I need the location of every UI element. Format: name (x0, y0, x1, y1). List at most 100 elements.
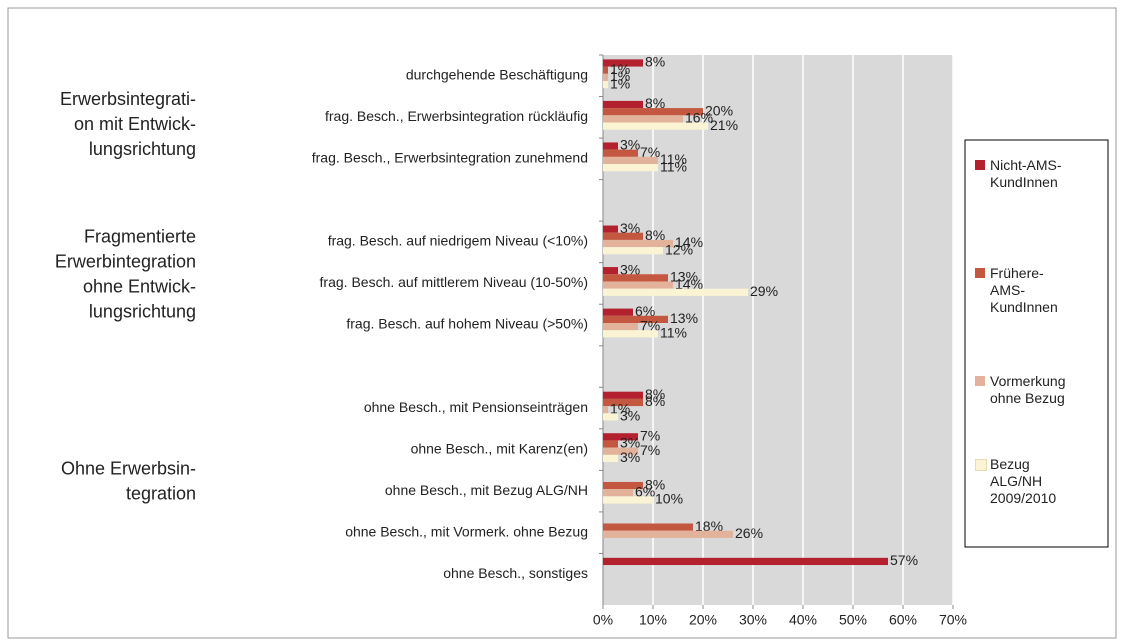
bar (603, 73, 608, 81)
bar (603, 122, 708, 130)
value-label: 7% (640, 144, 660, 160)
value-label: 11% (660, 151, 687, 167)
value-label: 7% (640, 442, 660, 458)
value-label: 1% (610, 75, 630, 91)
bar (603, 489, 633, 497)
x-tick-label: 0% (593, 612, 613, 628)
value-label: 8% (645, 95, 665, 111)
bar (603, 66, 608, 74)
y-tick-label: frag. Besch. auf mittlerem Niveau (10-50… (320, 274, 588, 290)
bar (603, 247, 663, 255)
value-label: 16% (685, 110, 713, 126)
y-tick-label: ohne Besch., sonstiges (443, 565, 588, 581)
bar (603, 239, 673, 248)
group-label: on mit Entwick- (74, 114, 196, 134)
bar (603, 440, 618, 448)
legend-box (964, 139, 1109, 548)
value-label: 8% (645, 386, 665, 402)
x-tick-label: 20% (689, 612, 717, 628)
value-label: 7% (640, 317, 660, 333)
bar (603, 149, 638, 157)
value-label: 10% (655, 491, 683, 507)
value-label: 8% (645, 393, 665, 409)
bar (603, 481, 643, 490)
bar (603, 142, 618, 150)
value-label: 14% (675, 234, 703, 250)
value-label: 26% (735, 525, 763, 541)
value-label: 13% (670, 310, 698, 326)
value-label: 13% (670, 269, 698, 285)
group-label: Erwerbsintegrati- (60, 89, 196, 109)
bar (603, 59, 643, 67)
bar (603, 225, 618, 233)
bar (603, 308, 633, 316)
value-label: 3% (620, 137, 640, 153)
bar (603, 156, 658, 165)
bar (603, 391, 643, 399)
y-tick-label: durchgehende Beschäftigung (406, 66, 588, 82)
legend-swatch (975, 376, 985, 386)
y-tick-label: frag. Besch., Erwerbsintegration zunehme… (312, 150, 588, 166)
legend-label: Frühere-AMS-KundInnen (990, 265, 1058, 315)
legend-label: Vormerkung ohne Bezug (990, 373, 1066, 406)
bar (603, 115, 683, 123)
bar (603, 398, 643, 407)
value-label: 8% (645, 54, 665, 70)
x-tick-label: 10% (639, 612, 667, 628)
value-label: 18% (695, 518, 723, 534)
group-label: Fragmentierte (84, 226, 196, 246)
bar (603, 323, 638, 331)
bar (603, 330, 658, 338)
legend-swatch (975, 160, 985, 170)
x-tick-label: 40% (789, 612, 817, 628)
value-label: 57% (890, 552, 918, 568)
bar (603, 100, 643, 109)
bar (603, 447, 638, 455)
y-tick-label: ohne Besch., mit Pensionseinträgen (364, 399, 588, 415)
bar (603, 232, 643, 240)
bar (603, 315, 668, 323)
bar (603, 80, 608, 89)
bar (603, 108, 703, 116)
bar (603, 523, 693, 531)
value-label: 1% (610, 68, 630, 84)
y-tick-label: frag. Besch., Erwerbsintegration rückläu… (325, 108, 588, 124)
bar (603, 281, 673, 289)
y-tick-label: ohne Besch., mit Vormerk. ohne Bezug (345, 523, 588, 539)
value-label: 8% (645, 227, 665, 243)
bar (603, 557, 888, 566)
value-label: 29% (750, 283, 778, 299)
value-label: 14% (675, 276, 703, 292)
legend-label: Bezug ALG/NH 2009/2010 (990, 456, 1057, 506)
value-label: 3% (620, 435, 640, 451)
value-label: 8% (645, 476, 665, 492)
y-tick-label: frag. Besch. auf niedrigem Niveau (<10%) (328, 233, 588, 249)
group-label: Erwerbintegration (55, 251, 196, 271)
value-label: 3% (620, 261, 640, 277)
legend-label: Nicht-AMS-KundInnen (990, 157, 1062, 190)
bar (603, 530, 733, 538)
bar (603, 267, 618, 275)
value-label: 6% (635, 483, 655, 499)
value-label: 3% (620, 220, 640, 236)
y-tick-label: ohne Besch., mit Bezug ALG/NH (385, 482, 588, 498)
value-label: 12% (665, 241, 693, 257)
value-label: 21% (710, 117, 738, 133)
value-label: 20% (705, 102, 733, 118)
y-tick-label: frag. Besch. auf hohem Niveau (>50%) (346, 316, 588, 332)
value-label: 11% (660, 158, 687, 174)
value-label: 11% (660, 325, 687, 341)
bar (603, 413, 618, 421)
y-tick-label: ohne Besch., mit Karenz(en) (411, 440, 588, 456)
x-tick-label: 30% (739, 612, 767, 628)
group-label: Ohne Erwerbsin- (61, 458, 196, 478)
plot-area (603, 55, 953, 605)
bar (603, 288, 748, 296)
bar (603, 496, 653, 504)
x-tick-label: 50% (839, 612, 867, 628)
value-label: 1% (610, 400, 630, 416)
value-label: 3% (620, 408, 640, 424)
group-label: lungsrichtung (89, 301, 196, 321)
